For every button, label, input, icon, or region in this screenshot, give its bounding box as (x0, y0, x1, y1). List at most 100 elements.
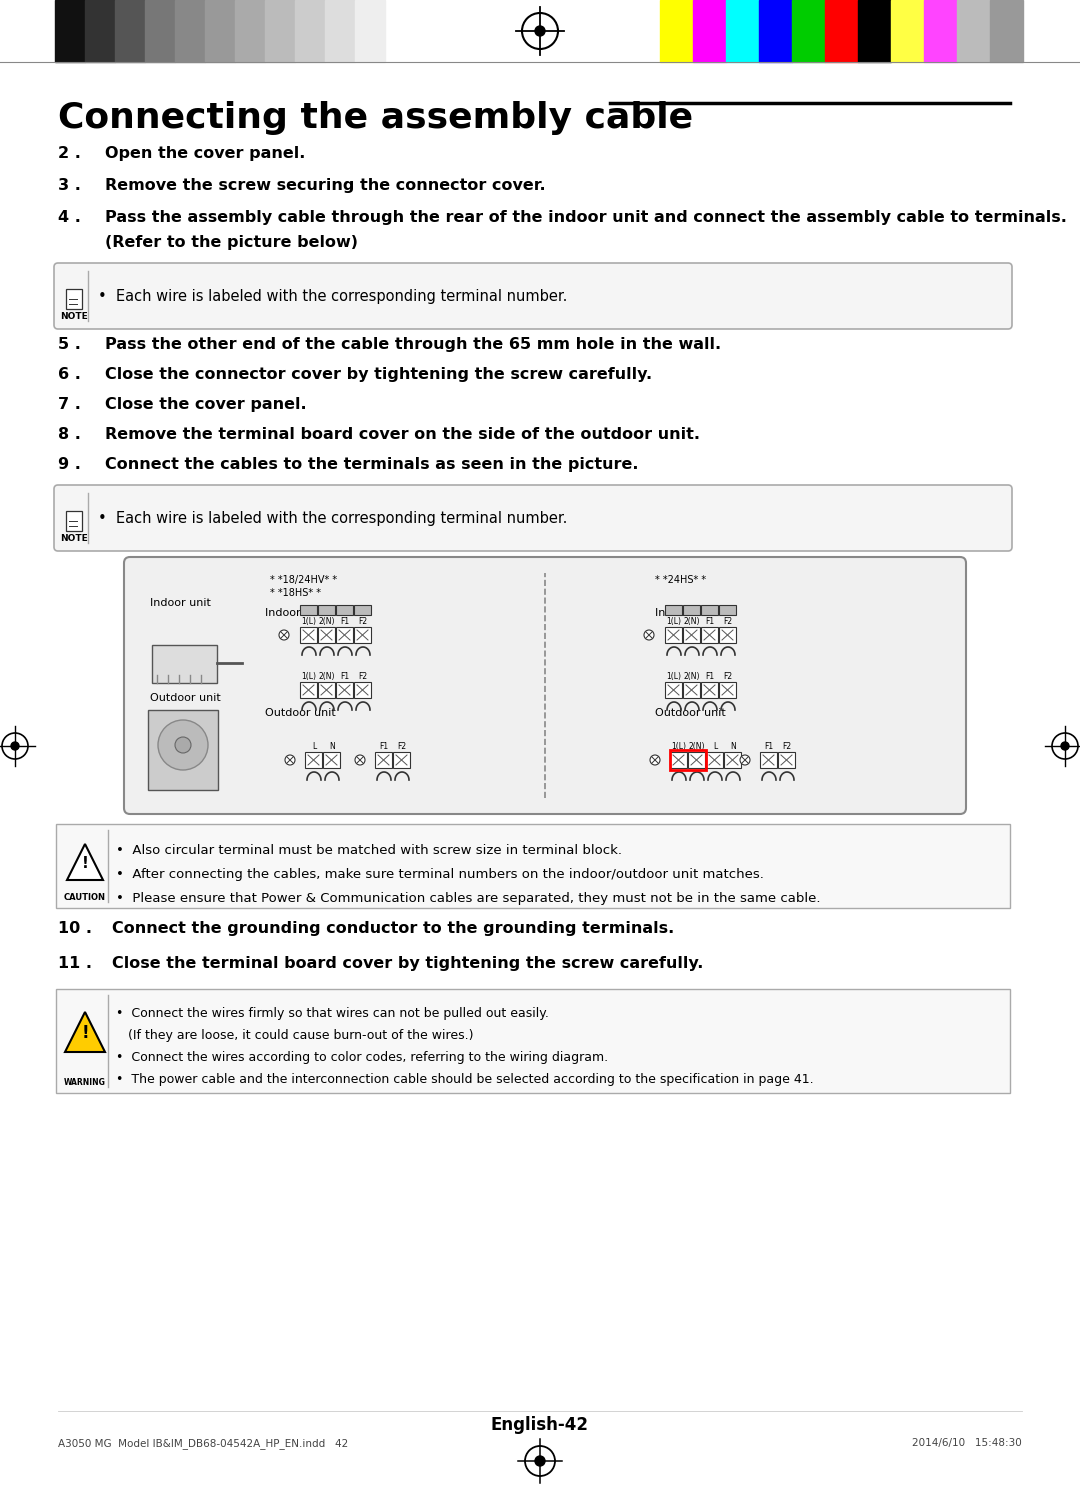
Text: 8 .: 8 . (58, 426, 81, 441)
Text: •  After connecting the cables, make sure terminal numbers on the indoor/outdoor: • After connecting the cables, make sure… (116, 868, 764, 881)
FancyBboxPatch shape (124, 558, 966, 814)
Bar (336, 628, 353, 643)
Bar (719, 605, 735, 614)
Text: F2: F2 (397, 743, 406, 751)
Bar (693, 0, 726, 63)
Bar (66, 289, 82, 309)
FancyBboxPatch shape (54, 262, 1012, 330)
Circle shape (355, 754, 365, 765)
Bar (354, 605, 372, 614)
Text: F1: F1 (340, 617, 350, 626)
Bar (152, 646, 217, 683)
Circle shape (535, 1457, 545, 1466)
Bar (719, 681, 735, 698)
Bar (145, 0, 175, 63)
Bar (354, 681, 372, 698)
Text: Outdoor unit: Outdoor unit (265, 708, 336, 719)
Text: N: N (329, 743, 335, 751)
Bar (688, 751, 705, 768)
Text: * *18HS* *: * *18HS* * (270, 587, 321, 598)
Polygon shape (65, 1012, 105, 1053)
Bar (792, 0, 825, 63)
Bar (858, 0, 891, 63)
Text: NOTE: NOTE (60, 534, 87, 543)
Text: 2(N): 2(N) (319, 672, 335, 681)
Text: Close the terminal board cover by tightening the screw carefully.: Close the terminal board cover by tighte… (112, 956, 703, 971)
Circle shape (158, 720, 208, 769)
Text: F2: F2 (782, 743, 792, 751)
Bar (114, 0, 145, 63)
Bar (778, 751, 795, 768)
Text: Outdoor unit: Outdoor unit (654, 708, 726, 719)
Text: F2: F2 (359, 672, 367, 681)
Bar (670, 751, 687, 768)
Text: Indoor unit: Indoor unit (654, 608, 716, 617)
Bar (957, 0, 990, 63)
Bar (683, 628, 700, 643)
Bar (205, 0, 235, 63)
Bar (719, 628, 735, 643)
Bar (336, 605, 353, 614)
Circle shape (285, 754, 295, 765)
Bar (706, 751, 723, 768)
Text: 2(N): 2(N) (689, 743, 705, 751)
Text: •  Each wire is labeled with the corresponding terminal number.: • Each wire is labeled with the correspo… (98, 510, 567, 525)
Bar (336, 681, 353, 698)
Bar (265, 0, 295, 63)
Text: NOTE: NOTE (60, 312, 87, 321)
Text: Remove the terminal board cover on the side of the outdoor unit.: Remove the terminal board cover on the s… (105, 426, 700, 441)
Bar (375, 751, 392, 768)
Bar (300, 628, 318, 643)
Text: F1: F1 (340, 672, 350, 681)
Bar (318, 628, 335, 643)
FancyBboxPatch shape (56, 825, 1010, 908)
Bar (891, 0, 924, 63)
Text: N: N (730, 743, 735, 751)
Text: (Refer to the picture below): (Refer to the picture below) (105, 236, 357, 250)
Text: Outdoor unit: Outdoor unit (150, 693, 220, 702)
Text: F1: F1 (705, 672, 715, 681)
Text: Pass the assembly cable through the rear of the indoor unit and connect the asse: Pass the assembly cable through the rear… (105, 210, 1067, 225)
Text: Pass the other end of the cable through the 65 mm hole in the wall.: Pass the other end of the cable through … (105, 337, 721, 352)
Text: •  The power cable and the interconnection cable should be selected according to: • The power cable and the interconnectio… (116, 1074, 813, 1085)
Bar (683, 681, 700, 698)
Text: L: L (312, 743, 316, 751)
Text: English-42: English-42 (491, 1416, 589, 1434)
Text: 2(N): 2(N) (319, 617, 335, 626)
Text: 2 .: 2 . (58, 146, 81, 161)
Bar (665, 605, 681, 614)
Bar (665, 681, 681, 698)
Text: 1(L): 1(L) (672, 743, 687, 751)
Circle shape (535, 25, 545, 36)
Text: F2: F2 (724, 617, 732, 626)
Text: 10 .: 10 . (58, 921, 92, 936)
Circle shape (1061, 743, 1069, 750)
Text: F1: F1 (379, 743, 389, 751)
Bar (701, 681, 718, 698)
Bar (85, 0, 114, 63)
Text: 2014/6/10   15:48:30: 2014/6/10 15:48:30 (913, 1437, 1022, 1448)
Text: Close the cover panel.: Close the cover panel. (105, 397, 307, 412)
Text: 9 .: 9 . (58, 458, 81, 473)
Bar (759, 0, 792, 63)
Bar (318, 681, 335, 698)
Text: •  Each wire is labeled with the corresponding terminal number.: • Each wire is labeled with the correspo… (98, 288, 567, 304)
Bar (665, 628, 681, 643)
Text: •  Connect the wires according to color codes, referring to the wiring diagram.: • Connect the wires according to color c… (116, 1051, 608, 1065)
Text: Connect the cables to the terminals as seen in the picture.: Connect the cables to the terminals as s… (105, 458, 638, 473)
Bar (323, 751, 340, 768)
Text: •  Connect the wires firmly so that wires can not be pulled out easily.: • Connect the wires firmly so that wires… (116, 1006, 549, 1020)
Circle shape (650, 754, 660, 765)
Bar (148, 710, 218, 790)
Bar (355, 0, 384, 63)
Circle shape (11, 743, 19, 750)
Bar (325, 0, 355, 63)
Bar (724, 751, 741, 768)
Bar (300, 605, 318, 614)
Text: * *18/24HV* *: * *18/24HV* * (270, 576, 337, 584)
Text: WARNING: WARNING (64, 1078, 106, 1087)
Text: L: L (713, 743, 717, 751)
Text: 1(L): 1(L) (666, 617, 681, 626)
Text: Indoor unit: Indoor unit (265, 608, 326, 617)
Text: Indoor unit: Indoor unit (150, 598, 211, 608)
